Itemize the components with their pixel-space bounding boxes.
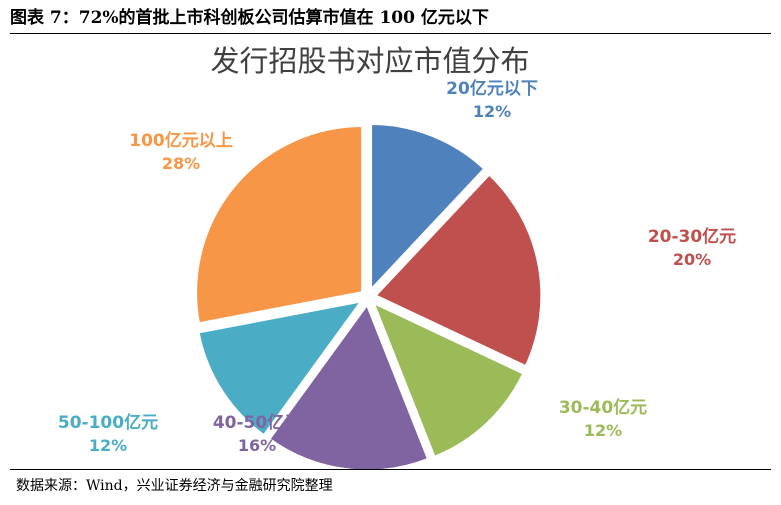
slice-category-label: 20亿元以下 <box>446 78 538 99</box>
caption-divider <box>10 33 771 34</box>
slice-percent-label: 28% <box>162 154 200 173</box>
slice-percent-label: 12% <box>89 436 127 455</box>
slice-percent-label: 12% <box>584 421 622 440</box>
slice-percent-label: 20% <box>673 250 711 269</box>
pie-slice <box>370 299 526 460</box>
slice-category-label: 100亿元以上 <box>129 130 233 151</box>
slice-percent-label: 16% <box>238 436 276 455</box>
pie-slice <box>196 298 366 438</box>
slice-category-label: 20-30亿元 <box>648 226 736 247</box>
pie-slice <box>194 124 365 326</box>
slice-percent-label: 12% <box>473 102 511 121</box>
slice-category-label: 40-50亿元 <box>213 412 301 433</box>
pie-slice <box>369 121 488 295</box>
slice-category-label: 30-40亿元 <box>559 397 647 418</box>
pie-slice <box>372 171 544 369</box>
figure-caption: 图表 7：72%的首批上市科创板公司估算市值在 100 亿元以下 <box>10 8 489 28</box>
pie-slice <box>266 300 431 469</box>
source-divider <box>10 469 771 470</box>
chart-title: 发行招股书对应市值分布 <box>210 44 529 78</box>
slice-category-label: 50-100亿元 <box>58 412 158 433</box>
pie-chart: 发行招股书对应市值分布 20亿元以下 12% 20-30亿元 20% 30-40亿元 12… <box>58 44 736 469</box>
figure-source: 数据来源：Wind，兴业证券经济与金融研究院整理 <box>16 478 333 494</box>
